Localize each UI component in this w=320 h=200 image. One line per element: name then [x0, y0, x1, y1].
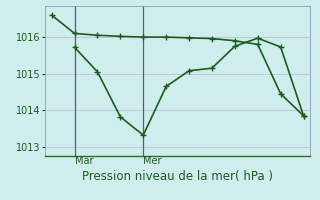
Text: Mar: Mar: [75, 156, 93, 166]
Text: Mer: Mer: [143, 156, 162, 166]
X-axis label: Pression niveau de la mer( hPa ): Pression niveau de la mer( hPa ): [82, 170, 273, 183]
